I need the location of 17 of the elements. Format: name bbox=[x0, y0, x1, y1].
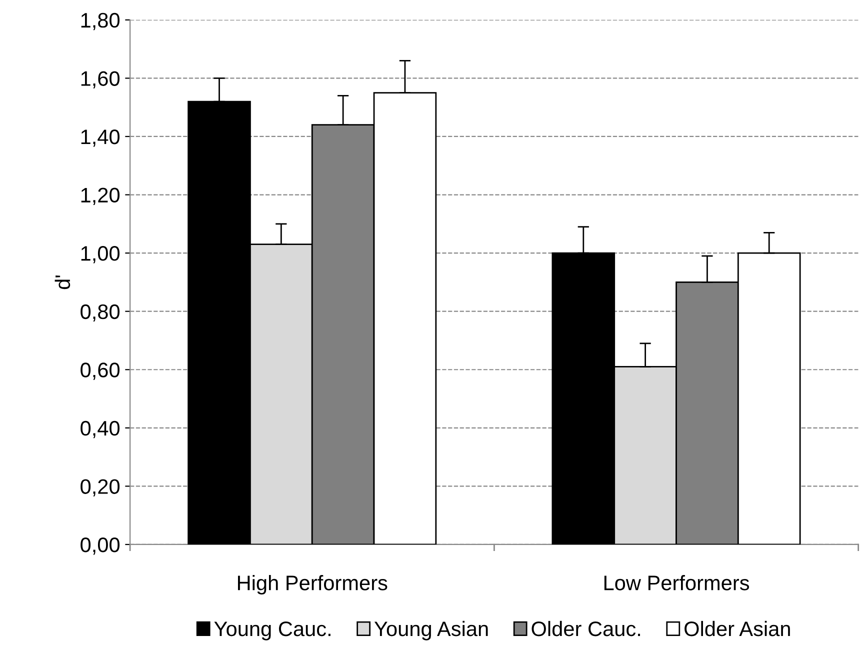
y-tick-label: 1,20 bbox=[81, 188, 120, 205]
x-tick-label: High Performers bbox=[238, 575, 388, 594]
legend-label: Young Asian bbox=[374, 620, 488, 640]
legend-label: Older Asian bbox=[684, 620, 790, 636]
y-axis-title: d' bbox=[54, 275, 70, 290]
y-tick-label: 1,80 bbox=[81, 12, 120, 30]
legend-label: Young Cauc. bbox=[214, 621, 330, 640]
legend-label: Older Cauc. bbox=[532, 620, 640, 636]
y-tick-label: 0,00 bbox=[80, 537, 120, 555]
x-tick-label: Low Performers bbox=[604, 575, 750, 590]
y-tick-label: 0,20 bbox=[80, 479, 120, 496]
y-tick-label: 1,60 bbox=[81, 71, 120, 88]
y-tick-label: 1,40 bbox=[81, 129, 120, 147]
y-tick-label: 0,60 bbox=[80, 362, 120, 380]
y-tick-label: 1,00 bbox=[81, 246, 120, 264]
y-tick-label: 0,80 bbox=[80, 304, 120, 322]
y-tick-label: 0,40 bbox=[80, 420, 120, 438]
